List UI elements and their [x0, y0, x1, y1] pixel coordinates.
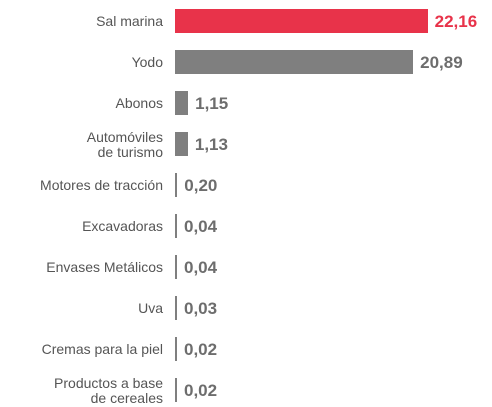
category-label: Sal marina	[96, 13, 163, 29]
value-label: 1,13	[194, 134, 228, 154]
bar	[175, 214, 177, 238]
category-label: Productos a base de cereales	[54, 374, 163, 406]
bar	[175, 296, 177, 320]
bar-row: Envases Metálicos 0,04	[0, 247, 492, 288]
category-label: Envases Metálicos	[46, 259, 163, 275]
value-label: 1,15	[195, 93, 229, 113]
bar-row: Excavadoras 0,04	[0, 206, 492, 247]
category-label: Abonos	[115, 95, 163, 111]
category-label: Cremas para la piel	[41, 341, 163, 357]
category-label: Automóviles de turismo	[86, 128, 163, 160]
bar	[175, 378, 177, 402]
value-label: 22,16	[434, 11, 478, 31]
value-label: 0,20	[184, 175, 218, 195]
bar-row: Sal marina 22,16	[0, 1, 492, 42]
bar	[175, 50, 414, 74]
value-label: 0,04	[184, 257, 218, 277]
bar	[175, 255, 177, 279]
bar	[175, 132, 188, 156]
category-label: Uva	[138, 300, 163, 316]
category-label: Motores de tracción	[40, 177, 163, 193]
value-label: 20,89	[420, 52, 463, 72]
value-label: 0,03	[184, 298, 218, 318]
bar-row: Cremas para la piel 0,02	[0, 329, 492, 370]
bar-row: Abonos 1,15	[0, 83, 492, 124]
value-label: 0,02	[184, 339, 218, 359]
bar	[175, 91, 189, 115]
bar-row: Automóviles de turismo 1,13	[0, 124, 492, 165]
bar-row: Uva 0,03	[0, 288, 492, 329]
bar-row: Yodo 20,89	[0, 42, 492, 83]
bar	[175, 9, 428, 33]
bar-row: Productos a base de cereales 0,02	[0, 370, 492, 407]
value-label: 0,04	[184, 216, 218, 236]
category-label: Yodo	[131, 54, 163, 70]
bar-row: Motores de tracción 0,20	[0, 165, 492, 206]
bar	[175, 337, 177, 361]
category-label: Excavadoras	[82, 218, 163, 234]
bar	[175, 173, 178, 197]
value-label: 0,02	[184, 380, 218, 400]
